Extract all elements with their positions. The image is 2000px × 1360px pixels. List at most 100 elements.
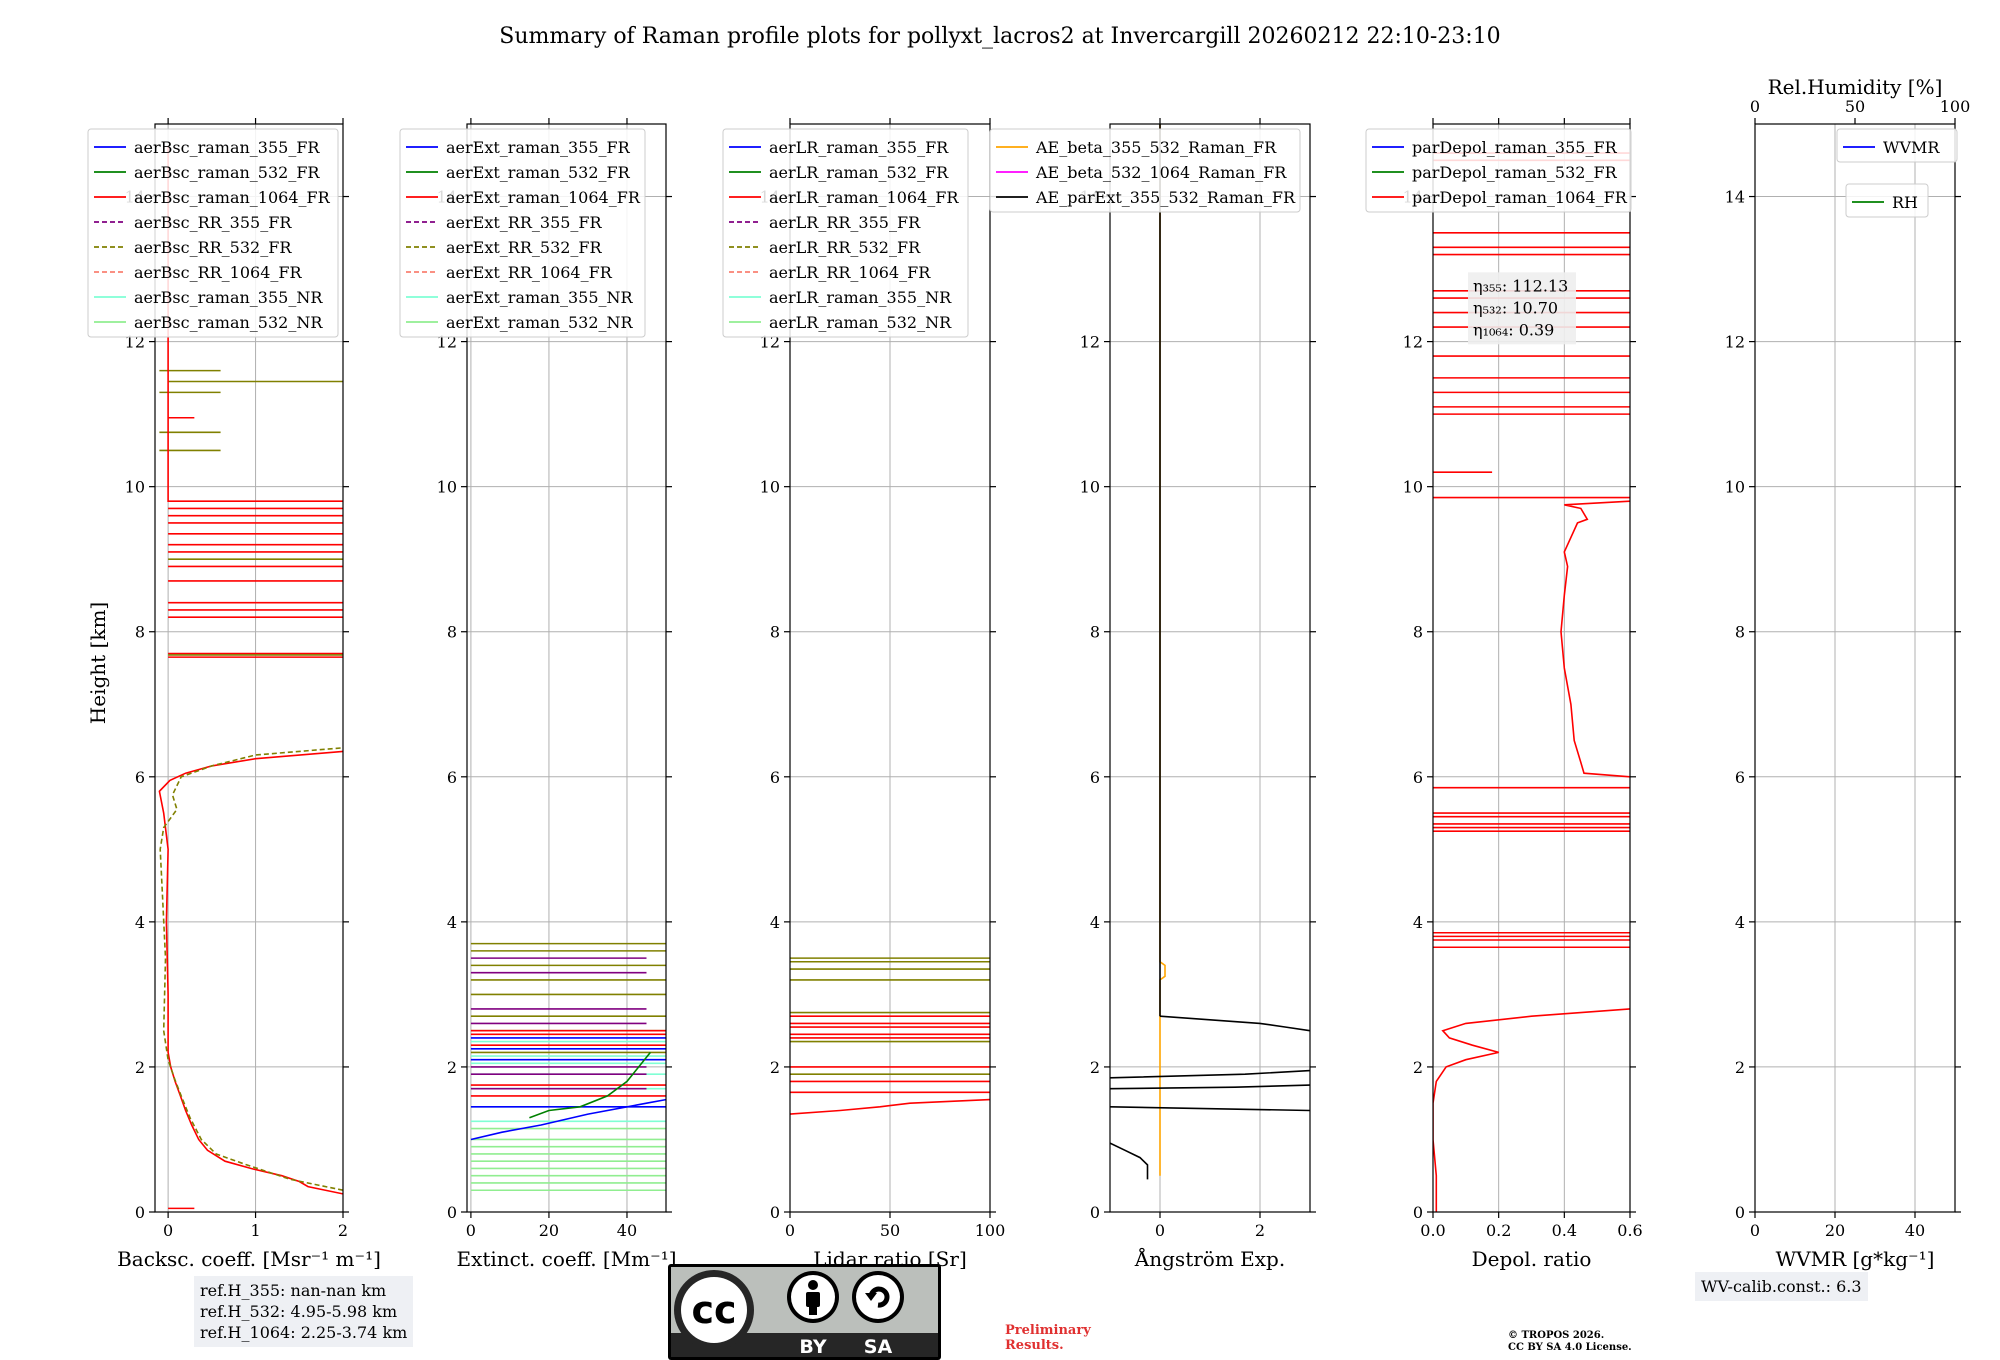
y-tick-label: 2 (1413, 1058, 1423, 1077)
panel-lidar_ratio: 02468101214050100Lidar ratio [Sr]aerLR_r… (722, 118, 1005, 1271)
x-tick-label: 0.4 (1552, 1221, 1577, 1240)
x-tick-label: 1 (250, 1221, 260, 1240)
legend: WVMR (1836, 128, 1958, 163)
x-tick-label: 0 (1155, 1221, 1165, 1240)
y-tick-label: 0 (1735, 1203, 1745, 1222)
panel-backscatter: 02468101214012Backsc. coeff. [Msr⁻¹ m⁻¹]… (87, 118, 381, 1271)
x-tick-label: 20 (539, 1221, 559, 1240)
legend-label: aerBsc_RR_355_FR (134, 213, 292, 232)
legend-label: aerExt_RR_355_FR (446, 213, 603, 232)
legend-label: parDepol_raman_1064_FR (1412, 188, 1628, 207)
legend-label: aerBsc_RR_1064_FR (134, 263, 303, 282)
axes-frame (154, 123, 344, 1213)
legend-box (989, 128, 1301, 213)
y-tick-label: 0 (1090, 1203, 1100, 1222)
y-tick-label: 10 (1725, 478, 1745, 497)
x-axis-label: Depol. ratio (1472, 1247, 1592, 1271)
series-line-parDepol_raman_1064_FR_mid (1560, 500, 1630, 778)
legend-label: aerLR_raman_532_FR (769, 163, 949, 182)
ref-height-532: ref.H_532: 4.95-5.98 km (200, 1302, 398, 1321)
y-tick-label: 4 (770, 913, 780, 932)
copyright-note: © TROPOS 2026. CC BY SA 4.0 License. (1508, 1330, 1632, 1354)
legend-label: aerLR_raman_355_NR (769, 288, 952, 307)
badge-by-label: BY (799, 1336, 826, 1358)
legend-label: aerLR_raman_355_FR (769, 138, 949, 157)
y-tick-label: 10 (437, 478, 457, 497)
y-tick-label: 4 (1735, 913, 1745, 932)
panel-angstrom: 0246810121402Ångström Exp.AE_beta_355_53… (989, 118, 1316, 1271)
y-tick-label: 8 (135, 623, 145, 642)
ref-height-1064: ref.H_1064: 2.25-3.74 km (200, 1323, 408, 1342)
legend-label: aerLR_raman_1064_FR (769, 188, 959, 207)
y-tick-label: 0 (447, 1203, 457, 1222)
legend-label: aerBsc_raman_532_NR (134, 313, 323, 332)
y-tick-label: 2 (770, 1058, 780, 1077)
legend-label: aerLR_RR_1064_FR (769, 263, 931, 282)
x-axis-label: WVMR [g*kg⁻¹] (1776, 1247, 1935, 1271)
y-tick-label: 12 (1725, 333, 1745, 352)
series-line-AE_parExt_355_532_Raman_FR_c (1110, 1084, 1310, 1090)
legend: aerExt_raman_355_FR aerExt_raman_532_FRae… (399, 128, 646, 338)
legend-label: RH (1892, 193, 1918, 212)
series-line-aerLR_raman_1064_FR (790, 1098, 990, 1115)
series-line-aerBsc_raman_1064_FR (158, 750, 343, 1195)
legend: AE_beta_355_532_Raman_FR AE_beta_532_1064… (989, 128, 1301, 213)
annotation-line: η₅₃₂: 10.70 (1473, 298, 1558, 317)
legend: aerLR_raman_355_FR aerLR_raman_532_FR aerL… (722, 128, 969, 338)
axes-frame (1109, 123, 1311, 1213)
wv-calib-text: WV-calib.const.: 6.3 (1701, 1277, 1862, 1296)
preliminary-line-1: Preliminary (1005, 1323, 1091, 1338)
y-tick-label: 4 (447, 913, 457, 932)
series-line-parDepol_raman_1064_FR (1433, 1008, 1630, 1212)
y-tick-label: 2 (135, 1058, 145, 1077)
legend-label: aerExt_raman_532_FR (446, 163, 631, 182)
legend-box (1365, 128, 1632, 213)
y-tick-label: 2 (1735, 1058, 1745, 1077)
y-tick-label: 2 (447, 1058, 457, 1077)
top-x-axis-label: Rel.Humidity [%] (1768, 75, 1943, 99)
y-tick-label: 12 (1080, 333, 1100, 352)
share-alike-icon (852, 1271, 904, 1323)
y-tick-label: 10 (1080, 478, 1100, 497)
legend: RH (1845, 183, 1929, 218)
x-tick-label: 0.6 (1617, 1221, 1642, 1240)
y-tick-label: 6 (770, 768, 780, 787)
x-tick-label: 50 (880, 1221, 900, 1240)
y-tick-label: 6 (1735, 768, 1745, 787)
series-line-aerExt_raman_532_FR (529, 1051, 652, 1119)
legend-label: AE_beta_355_532_Raman_FR (1035, 138, 1277, 157)
y-tick-label: 8 (1413, 623, 1423, 642)
legend-label: aerLR_raman_532_NR (769, 313, 952, 332)
legend-label: WVMR (1883, 138, 1940, 157)
legend-label: aerLR_RR_355_FR (769, 213, 921, 232)
legend-label: aerBsc_raman_1064_FR (134, 188, 331, 207)
top-x-tick-label: 50 (1845, 97, 1865, 116)
badge-sa-label: SA (864, 1336, 893, 1358)
legend-label: aerExt_RR_1064_FR (446, 263, 613, 282)
series-line-AE_parExt_355_532_Raman_FR_d (1110, 1069, 1310, 1079)
panel-water_vapor: 0 2 4 6 8 10 12 14 0 20 40 WVMR [g*kg⁻¹] 0 50 100Rel.H… (1725, 75, 1971, 1271)
y-tick-label: 8 (770, 623, 780, 642)
y-tick-label: 4 (135, 913, 145, 932)
ref-height-355: ref.H_355: nan-nan km (200, 1281, 387, 1300)
panel-extinction: 0246810121402040Extinct. coeff. [Mm⁻¹]ae… (399, 118, 677, 1271)
x-tick-label: 2 (1255, 1221, 1265, 1240)
legend-box (399, 128, 646, 338)
preliminary-results-note: Preliminary Results. (1005, 1323, 1091, 1353)
y-tick-label: 4 (1090, 913, 1100, 932)
series-group (470, 942, 666, 1192)
x-tick-label: 20 (1825, 1221, 1845, 1240)
series-line-AE_parExt_355_532_Raman_FR (1110, 1142, 1149, 1180)
preliminary-line-2: Results. (1005, 1338, 1064, 1353)
legend-box (87, 128, 339, 338)
series-line-AE_parExt_355_532_Raman_FR_e (1159, 1015, 1310, 1032)
x-axis-label: Backsc. coeff. [Msr⁻¹ m⁻¹] (117, 1247, 381, 1271)
x-tick-label: 40 (1905, 1221, 1925, 1240)
y-tick-label: 0 (1413, 1203, 1423, 1222)
series-group (1110, 124, 1310, 1180)
axes-frame (1432, 123, 1631, 1213)
y-tick-label: 10 (1403, 478, 1423, 497)
x-tick-label: 0 (163, 1221, 173, 1240)
legend-label: AE_parExt_355_532_Raman_FR (1035, 188, 1296, 207)
